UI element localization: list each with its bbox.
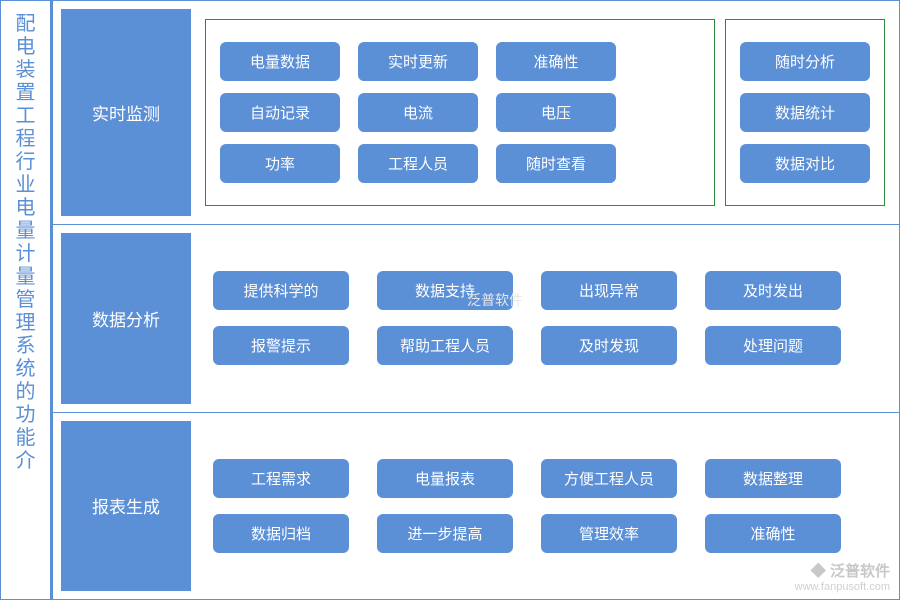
pill-item: 电流: [358, 93, 478, 132]
watermark-url: www.fanpusoft.com: [795, 581, 890, 594]
pill-item: 随时查看: [496, 144, 616, 183]
pill-row: 功率 工程人员 随时查看: [220, 144, 700, 183]
pill-item: 随时分析: [740, 42, 870, 81]
row-monitoring: 实时监测 电量数据 实时更新 准确性 自动记录 电流 电压 功率: [53, 1, 899, 225]
row-content-report: 工程需求 电量报表 方便工程人员 数据整理 数据归档 进一步提高 管理效率 准确…: [191, 413, 899, 600]
pill-item: 帮助工程人员: [377, 326, 513, 365]
pill-item: 数据支持: [377, 271, 513, 310]
pill-item: 准确性: [705, 514, 841, 553]
row-report: 报表生成 工程需求 电量报表 方便工程人员 数据整理 数据归档 进一步提高 管理…: [53, 413, 899, 600]
pill-item: 数据对比: [740, 144, 870, 183]
watermark-corner: ◆ 泛普软件 www.fanpusoft.com: [795, 563, 890, 594]
pill-item: 数据统计: [740, 93, 870, 132]
row-label-analysis: 数据分析: [61, 233, 191, 404]
green-box-side: 随时分析 数据统计 数据对比: [725, 19, 885, 206]
pill-item: 数据整理: [705, 459, 841, 498]
pill-row: 提供科学的 数据支持 出现异常 及时发出: [213, 271, 877, 310]
rows-area: 实时监测 电量数据 实时更新 准确性 自动记录 电流 电压 功率: [51, 1, 899, 599]
pill-item: 工程需求: [213, 459, 349, 498]
watermark-brand-text: 泛普软件: [830, 563, 890, 580]
pill-row: 电量数据 实时更新 准确性: [220, 42, 700, 81]
logo-icon: ◆: [811, 563, 826, 580]
pill-item: 电量数据: [220, 42, 340, 81]
pill-item: 工程人员: [358, 144, 478, 183]
green-box-main: 电量数据 实时更新 准确性 自动记录 电流 电压 功率 工程人员 随时查看: [205, 19, 715, 206]
watermark-brand: ◆ 泛普软件: [795, 563, 890, 581]
pill-row: 数据归档 进一步提高 管理效率 准确性: [213, 514, 877, 553]
pill-item: 进一步提高: [377, 514, 513, 553]
pill-item: 实时更新: [358, 42, 478, 81]
pill-item: 处理问题: [705, 326, 841, 365]
row-label-monitoring: 实时监测: [61, 9, 191, 216]
pill-item: 方便工程人员: [541, 459, 677, 498]
pill-item: 及时发现: [541, 326, 677, 365]
pill-item: 数据归档: [213, 514, 349, 553]
pill-item: 报警提示: [213, 326, 349, 365]
pill-item: 功率: [220, 144, 340, 183]
diagram-container: 配电装置工程行业电量计量管理系统的功能介 实时监测 电量数据 实时更新 准确性 …: [0, 0, 900, 600]
row-content-monitoring: 电量数据 实时更新 准确性 自动记录 电流 电压 功率 工程人员 随时查看: [191, 1, 899, 224]
pill-item: 电量报表: [377, 459, 513, 498]
row-content-analysis: 提供科学的 数据支持 出现异常 及时发出 报警提示 帮助工程人员 及时发现 处理…: [191, 225, 899, 412]
pill-row: 报警提示 帮助工程人员 及时发现 处理问题: [213, 326, 877, 365]
row-analysis: 数据分析 提供科学的 数据支持 出现异常 及时发出 报警提示 帮助工程人员 及时…: [53, 225, 899, 413]
pill-row: 工程需求 电量报表 方便工程人员 数据整理: [213, 459, 877, 498]
vertical-title: 配电装置工程行业电量计量管理系统的功能介: [1, 1, 51, 599]
pill-item: 电压: [496, 93, 616, 132]
pill-item: 准确性: [496, 42, 616, 81]
pill-item: 及时发出: [705, 271, 841, 310]
pill-item: 提供科学的: [213, 271, 349, 310]
row-label-report: 报表生成: [61, 421, 191, 592]
pill-row: 自动记录 电流 电压: [220, 93, 700, 132]
pill-item: 管理效率: [541, 514, 677, 553]
pill-item: 自动记录: [220, 93, 340, 132]
pill-item: 出现异常: [541, 271, 677, 310]
